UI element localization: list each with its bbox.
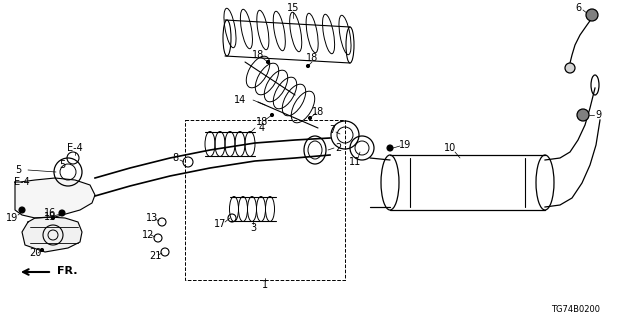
Text: 13: 13: [146, 213, 158, 223]
Text: 8: 8: [172, 153, 178, 163]
Text: 2: 2: [335, 143, 341, 153]
Circle shape: [51, 217, 54, 220]
Text: 1: 1: [262, 280, 268, 290]
Text: 5: 5: [15, 165, 21, 175]
Text: 11: 11: [349, 157, 361, 167]
Circle shape: [577, 109, 589, 121]
Polygon shape: [22, 217, 82, 252]
Text: 9: 9: [595, 110, 601, 120]
Text: 18: 18: [252, 50, 264, 60]
Text: FR.: FR.: [57, 266, 77, 276]
Text: E-4: E-4: [67, 143, 83, 153]
Text: 4: 4: [259, 123, 265, 133]
Text: 18: 18: [312, 107, 324, 117]
Circle shape: [59, 210, 65, 216]
Text: 18: 18: [306, 53, 318, 63]
Text: 3: 3: [250, 223, 256, 233]
Text: 6: 6: [575, 3, 581, 13]
Text: TG74B0200: TG74B0200: [551, 306, 600, 315]
Text: 21: 21: [149, 251, 161, 261]
Text: 20: 20: [29, 248, 41, 258]
Text: 19: 19: [44, 212, 56, 222]
Text: 10: 10: [444, 143, 456, 153]
Circle shape: [565, 63, 575, 73]
Text: 19: 19: [6, 213, 18, 223]
Text: 7: 7: [329, 125, 335, 135]
Text: 12: 12: [142, 230, 154, 240]
Circle shape: [586, 9, 598, 21]
Text: 19: 19: [399, 140, 411, 150]
Text: 16: 16: [44, 208, 56, 218]
Text: 18: 18: [256, 117, 268, 127]
Circle shape: [19, 207, 25, 213]
Circle shape: [40, 249, 44, 252]
Bar: [185, 120, 345, 280]
Circle shape: [387, 145, 393, 151]
Polygon shape: [15, 178, 95, 218]
Circle shape: [266, 60, 269, 63]
Circle shape: [308, 116, 312, 119]
Text: 14: 14: [234, 95, 246, 105]
Circle shape: [307, 65, 310, 68]
Text: E-4: E-4: [14, 177, 30, 187]
Circle shape: [271, 114, 273, 116]
Text: 17: 17: [214, 219, 226, 229]
Text: 5: 5: [59, 160, 65, 170]
Text: 15: 15: [287, 3, 299, 13]
